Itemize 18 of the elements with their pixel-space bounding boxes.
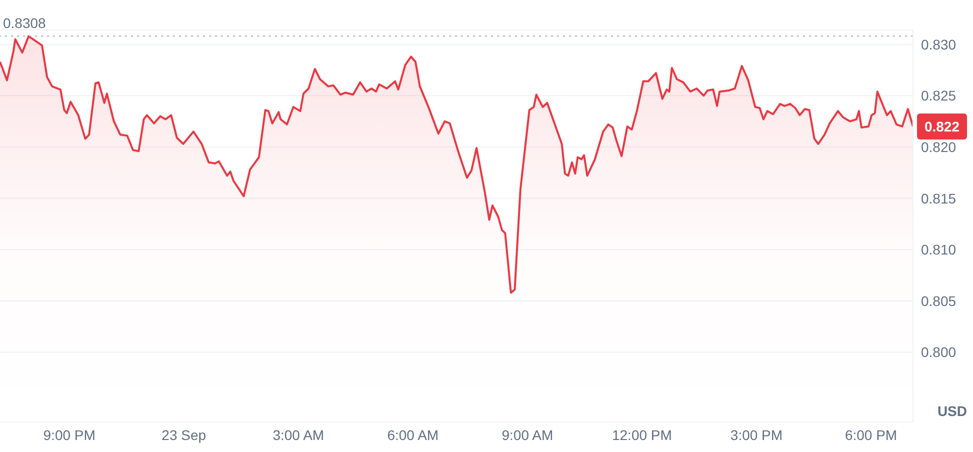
y-tick-label: 0.820 <box>921 138 956 155</box>
x-tick-label: 6:00 AM <box>387 426 439 443</box>
y-tick-label: 0.805 <box>921 292 956 309</box>
x-tick-label: 6:00 PM <box>844 426 898 443</box>
y-tick-label: 0.815 <box>921 190 956 206</box>
y-tick-label: 0.830 <box>921 36 956 52</box>
y-tick-label: 0.810 <box>921 242 956 258</box>
x-tick-label: 9:00 PM <box>43 426 96 443</box>
y-tick-label: 0.800 <box>921 344 956 360</box>
y-tick-label: 0.825 <box>921 88 956 104</box>
ref-line-label: 0.8308 <box>3 15 46 32</box>
annotation: 0.822 <box>924 118 960 134</box>
x-tick-label: 12:00 PM <box>612 426 672 443</box>
x-tick-label: 9:00 AM <box>502 426 554 443</box>
x-tick-label: 3:00 AM <box>272 426 324 443</box>
y-axis-title: USD <box>937 403 967 419</box>
x-tick-label: 3:00 PM <box>730 426 783 443</box>
x-tick-label: 23 Sep <box>162 426 206 443</box>
